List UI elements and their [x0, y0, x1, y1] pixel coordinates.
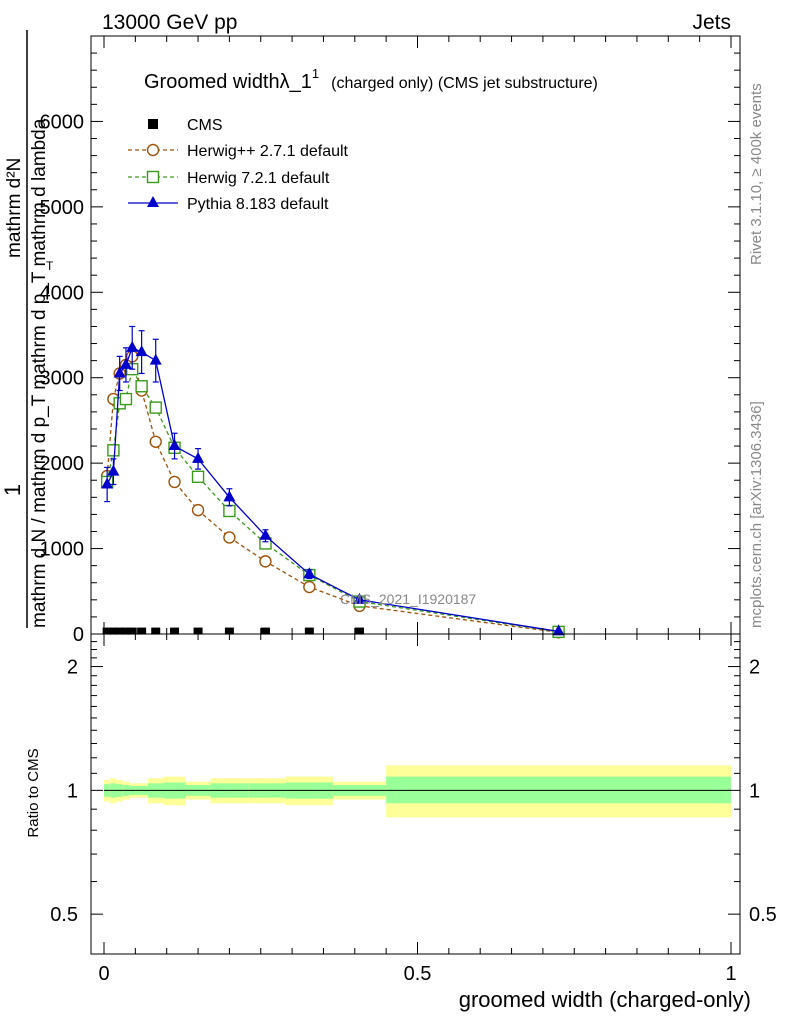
ratio-frame: [90, 633, 741, 955]
main-y-ticks: 0 1000 2000 3000 4000 5000 6000: [40, 52, 740, 646]
main-y-tick-label: 4000: [40, 282, 85, 304]
main-y-tick-label: 3000: [40, 368, 85, 390]
ratio-bands: [104, 765, 731, 818]
data-point-cms: [137, 627, 147, 635]
data-point-cms: [151, 627, 161, 635]
data-point-cms: [355, 627, 365, 635]
plot-title: Groomed widthλ_11 (charged only) (CMS jet…: [144, 66, 598, 93]
data-point-herwig7: [107, 444, 120, 457]
data-point-cms: [260, 627, 270, 635]
data-point-cms: [108, 627, 118, 635]
data-point-pythia: [303, 567, 316, 579]
plot-title-sup: 1: [312, 66, 319, 81]
data-point-herwig7: [223, 504, 236, 518]
x-tick-label: 1: [725, 963, 736, 985]
data-point-herwigpp: [149, 435, 162, 448]
data-point-herwig7: [191, 470, 205, 484]
plot-title-main: Groomed widthλ_1: [144, 71, 312, 93]
legend-label-herwig7: Herwig 7.2.1 default: [187, 170, 330, 187]
legend-marker-herwig7: [146, 170, 160, 184]
main-y-tick-label: 5000: [40, 197, 85, 219]
data-point-pythia: [168, 439, 181, 451]
legend-entry-pythia: Pythia 8.183 default: [128, 196, 329, 213]
legend-marker-herwigpp: [146, 143, 160, 157]
ratio-y-axis-label: Ratio to CMS: [25, 748, 42, 837]
main-panel: 0 1000 2000 3000 4000 5000 6000 Groomed widthλ…: [0, 30, 741, 646]
data-point-cms: [121, 627, 131, 635]
data-point-cms: [115, 627, 125, 635]
data-point-pythia: [107, 464, 120, 476]
x-tick-label: 0.5: [404, 963, 432, 985]
data-point-pythia: [101, 477, 114, 489]
series-line-pythia: [106, 346, 559, 633]
ratio-y-tick-label: 2: [67, 657, 78, 679]
data-point-herwigpp: [223, 531, 236, 544]
legend: CMS Herwig++ 2.7.1 default Herwig 7.2.1 …: [128, 117, 349, 213]
data-point-cms: [170, 627, 180, 635]
main-series-layer: [100, 325, 565, 639]
data-point-herwig7: [149, 401, 162, 414]
data-point-herwigpp: [191, 503, 205, 517]
plot-title-rest: (charged only) (CMS jet substructure): [331, 75, 598, 92]
ratio-y-tick-label: 0.5: [50, 904, 78, 926]
y-label-numerator: 1: [0, 484, 25, 496]
data-point-herwigpp: [168, 475, 181, 489]
legend-marker-cms: [148, 119, 158, 129]
data-point-pythia: [126, 340, 139, 352]
ratio-panel: 0.5 0.51 12 2 0 0.5 1 Ratio to CMS groomed wi…: [25, 633, 777, 1012]
main-x-ticks: [103, 36, 732, 634]
data-point-herwig7: [135, 380, 148, 393]
x-axis-label: groomed width (charged-only): [459, 987, 751, 1012]
data-point-pythia: [113, 366, 126, 378]
y-label-subscript-t: T: [46, 259, 54, 273]
data-point-herwigpp: [303, 580, 316, 594]
main-y-tick-label: 1000: [40, 539, 85, 561]
data-point-pythia: [192, 451, 205, 463]
data-point-herwig7: [119, 392, 133, 406]
data-point-cms: [102, 627, 112, 635]
x-tick-label: 0: [98, 963, 109, 985]
legend-entry-herwig7: Herwig 7.2.1 default: [128, 170, 330, 187]
ratio-y-tick-label: 1: [67, 780, 78, 802]
data-point-pythia: [135, 345, 148, 357]
header-jets: Jets: [692, 11, 731, 34]
legend-label-herwigpp: Herwig++ 2.7.1 default: [187, 143, 349, 160]
ratio-y-tick-label-right: 0.5: [749, 904, 777, 926]
legend-label-cms: CMS: [187, 117, 223, 134]
header-energy: 13000 GeV pp: [102, 11, 237, 34]
ratio-y-ticks: 0.5 0.5 1 1 2 2: [50, 633, 777, 955]
data-point-pythia: [119, 357, 132, 369]
y-label-upper: mathrm d²N: [4, 158, 25, 258]
ratio-x-ticks: 0 0.5 1: [98, 634, 737, 985]
y-label-denominator: mathrm d N / mathrm d p_T mathrm d p_T m…: [29, 118, 50, 628]
series-line-herwig7: [106, 367, 559, 633]
data-point-pythia: [353, 592, 366, 604]
data-point-herwigpp: [259, 555, 272, 568]
ratio-y-tick-label-right: 2: [749, 657, 760, 679]
main-y-axis-label: 1 mathrm d N / mathrm d p_T mathrm d p_T…: [0, 30, 54, 628]
mcplots-label: mcplots.cern.ch [arXiv:1306.3436]: [748, 401, 765, 628]
data-point-pythia: [149, 353, 162, 365]
legend-entry-herwigpp: Herwig++ 2.7.1 default: [128, 143, 349, 160]
main-y-tick-label: 2000: [40, 453, 85, 475]
data-point-pythia: [259, 528, 272, 540]
data-point-pythia: [223, 490, 236, 502]
legend-marker-pythia: [147, 196, 159, 207]
main-y-tick-label: 0: [73, 624, 84, 646]
legend-entry-cms: CMS: [148, 117, 223, 134]
rivet-label: Rivet 3.1.10, ≥ 400k events: [748, 83, 765, 265]
analysis-label: CMS_2021_I1920187: [340, 591, 476, 607]
series-line-herwigpp: [106, 354, 559, 633]
data-point-pythia: [552, 624, 565, 636]
data-point-cms: [127, 627, 137, 635]
ratio-y-tick-label-right: 1: [749, 780, 760, 802]
main-y-tick-label: 6000: [40, 111, 85, 133]
legend-label-pythia: Pythia 8.183 default: [187, 196, 329, 213]
data-point-cms: [304, 627, 314, 635]
